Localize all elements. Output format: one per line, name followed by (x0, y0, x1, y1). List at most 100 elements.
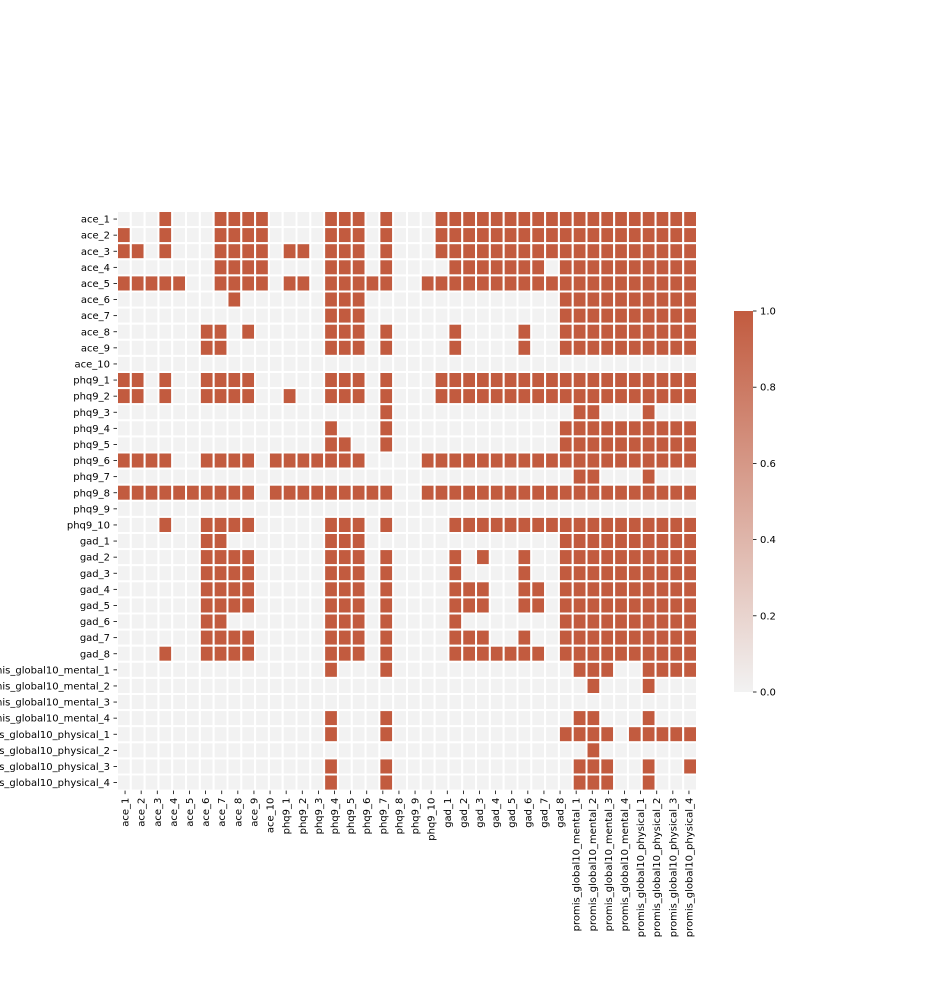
y-tick-label: gad_5 (80, 601, 110, 612)
heatmap-cell (544, 741, 560, 760)
heatmap-cell (654, 258, 671, 277)
heatmap-cell (364, 483, 381, 502)
heatmap-cell (254, 757, 270, 776)
heatmap-cell (488, 354, 505, 373)
heatmap-cell (240, 515, 257, 535)
heatmap-cell (295, 693, 312, 712)
heatmap-cell (267, 596, 284, 615)
heatmap-cell (613, 596, 629, 615)
heatmap-cell (599, 660, 616, 679)
heatmap-cell (447, 596, 464, 615)
heatmap-cell (419, 628, 436, 647)
heatmap-cell (406, 371, 422, 390)
heatmap-cell (626, 580, 643, 599)
heatmap-cell (226, 532, 243, 551)
heatmap-cell (585, 676, 602, 696)
heatmap-cell (599, 741, 616, 760)
heatmap-cell (267, 274, 284, 293)
heatmap-cell (516, 532, 533, 551)
heatmap-cell (640, 210, 657, 229)
heatmap-cell (544, 644, 560, 663)
heatmap-cell (668, 741, 685, 760)
heatmap-cell (171, 725, 188, 744)
heatmap-cell (530, 628, 547, 647)
heatmap-cell (613, 274, 629, 293)
heatmap-cell (668, 693, 685, 712)
heatmap-cell (336, 709, 353, 728)
heatmap-cell (116, 741, 132, 760)
heatmap-cell (198, 258, 215, 277)
heatmap-cell (267, 371, 284, 390)
heatmap-cell (557, 757, 574, 776)
heatmap-cell (488, 226, 505, 245)
heatmap-cell (571, 387, 588, 406)
heatmap-cell (557, 709, 574, 728)
heatmap-cell (516, 612, 533, 631)
heatmap-cell (185, 532, 201, 551)
heatmap-cell (447, 499, 464, 518)
heatmap-cell (613, 258, 629, 277)
heatmap-cell (323, 435, 339, 454)
heatmap-cell (212, 757, 229, 776)
heatmap-cell (350, 532, 367, 551)
heatmap-cell (240, 612, 257, 631)
heatmap-cell (406, 242, 422, 261)
x-tick-label: promis_global10_physical_2 (652, 798, 663, 938)
heatmap-cell (530, 483, 547, 502)
heatmap-cell (157, 210, 174, 229)
heatmap-cell (143, 741, 160, 760)
heatmap-cell (613, 419, 629, 438)
heatmap-cell (350, 741, 367, 760)
heatmap-cell (309, 290, 326, 309)
y-tick-label: promis_global10_physical_4 (0, 778, 110, 789)
heatmap-cell (406, 306, 422, 325)
heatmap-cell (185, 612, 201, 631)
heatmap-cell (185, 644, 201, 663)
heatmap-cell (295, 628, 312, 647)
heatmap-cell (392, 709, 409, 728)
heatmap-cell (626, 483, 643, 502)
heatmap-cell (143, 451, 160, 470)
heatmap-cell (571, 499, 588, 518)
heatmap-cell (557, 644, 574, 663)
heatmap-cell (392, 419, 409, 438)
heatmap-cell (516, 242, 533, 261)
heatmap-cell (488, 532, 505, 551)
heatmap-cell (171, 258, 188, 277)
heatmap-cell (571, 725, 588, 744)
heatmap-cell (171, 757, 188, 776)
heatmap-cell (116, 210, 132, 229)
heatmap-cell (475, 741, 491, 760)
x-tick-label: promis_global10_physical_4 (684, 798, 695, 938)
x-tick-label: gad_1 (443, 798, 454, 828)
heatmap-cell (626, 596, 643, 615)
heatmap-cell (488, 773, 505, 792)
heatmap-cell (336, 467, 353, 486)
heatmap-cell (185, 596, 201, 615)
heatmap-cell (571, 548, 588, 567)
heatmap-cell (323, 628, 339, 647)
heatmap-cell (557, 467, 574, 486)
heatmap-cell (461, 499, 478, 518)
heatmap-cell (599, 403, 616, 422)
heatmap-cell (654, 226, 671, 245)
heatmap-cell (267, 435, 284, 454)
heatmap-cell (502, 757, 519, 776)
heatmap-cell (116, 612, 132, 631)
heatmap-cell (226, 773, 243, 792)
heatmap-cell (336, 274, 353, 293)
heatmap-cell (392, 387, 409, 406)
heatmap-cell (640, 532, 657, 551)
y-tick-label: phq9_1 (73, 376, 110, 387)
heatmap-cell (295, 451, 312, 470)
heatmap-cell (143, 499, 160, 518)
y-tick-label: ace_1 (81, 215, 110, 226)
x-tick-label: promis_global10_physical_1 (636, 798, 647, 938)
heatmap-cell (185, 403, 201, 422)
heatmap-cell (654, 499, 671, 518)
heatmap-cell (336, 226, 353, 245)
heatmap-cell (668, 773, 685, 792)
heatmap-cell (336, 741, 353, 760)
heatmap-cell (447, 725, 464, 744)
heatmap-cell (336, 354, 353, 373)
